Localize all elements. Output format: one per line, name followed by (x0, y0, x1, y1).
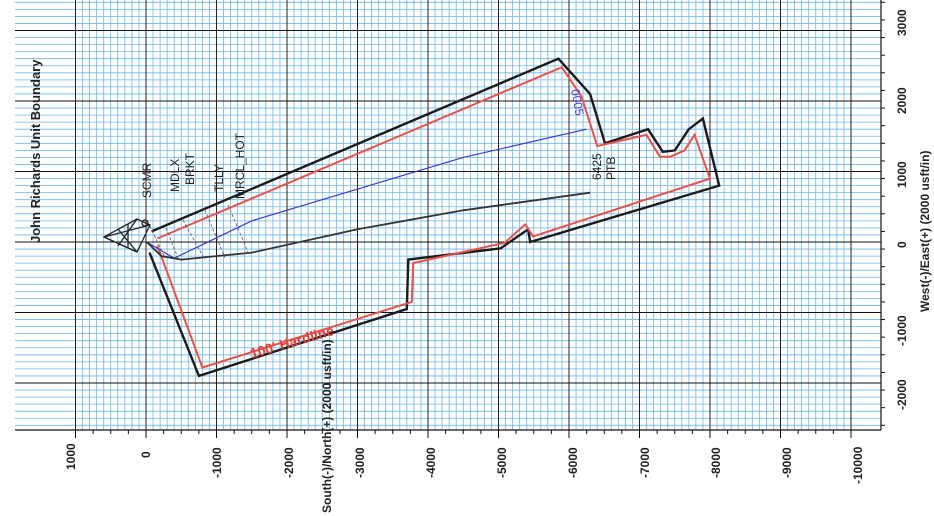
hardline (156, 65, 712, 369)
x-tick-label: -1000 (210, 447, 224, 478)
y-tick-label: -1000 (895, 315, 909, 346)
x-tick-label: -9000 (780, 447, 794, 478)
formation-leader-line (149, 225, 166, 259)
y-tick-label: 2000 (895, 87, 909, 114)
x-tick-label: -4000 (424, 447, 438, 478)
rig-symbol (102, 218, 151, 253)
y-tick-label: -2000 (895, 379, 909, 410)
grid-major (15, 0, 881, 430)
formation-lines (149, 204, 249, 261)
axis-ticks (75, 1, 885, 438)
unit-boundary (148, 57, 721, 378)
formation-label-brkt: BRKT (183, 152, 197, 185)
x-tick-label: -6000 (566, 447, 580, 478)
y-tick-label: 0 (895, 241, 909, 248)
y-tick-label: 3000 (895, 9, 909, 36)
x-tick-label: -7000 (638, 447, 652, 478)
x-tick-label: -3000 (353, 447, 367, 478)
unit-boundary-title: John Richards Unit Boundary (28, 59, 43, 243)
formation-leader-line (165, 227, 179, 259)
x-tick-label: -8000 (709, 447, 723, 478)
formation-label-tlly: TLLY (212, 164, 226, 192)
y-tick-label: 1000 (895, 161, 909, 188)
x-axis-title: South(-)/North(+) (2000 usft/in) (320, 339, 334, 513)
x-tick-label: 1000 (64, 443, 78, 470)
depth-label: 6425 (590, 153, 604, 180)
formation-label-mrcl-hot: MRCL_HOT (233, 132, 247, 199)
x-tick-label: -5000 (495, 447, 509, 478)
planned-wellpath (146, 128, 587, 259)
x-tick-label: 0 (139, 451, 153, 458)
x-tick-label: -2000 (282, 447, 296, 478)
formation-leader-line (182, 219, 206, 261)
plot-area-bg (15, 0, 881, 430)
formation-leader-line (204, 209, 226, 259)
y-axis-title: West(-)/East(+) (2000 usft/in) (918, 150, 932, 312)
target-label: PTB (604, 156, 618, 180)
formation-label-mdlx: MDLX (168, 158, 182, 192)
formation-leader-line (227, 204, 249, 253)
formation-label-scmr: SCMR (140, 162, 154, 198)
actual-wellpath (146, 191, 591, 261)
x-tick-label: -10000 (851, 446, 865, 484)
